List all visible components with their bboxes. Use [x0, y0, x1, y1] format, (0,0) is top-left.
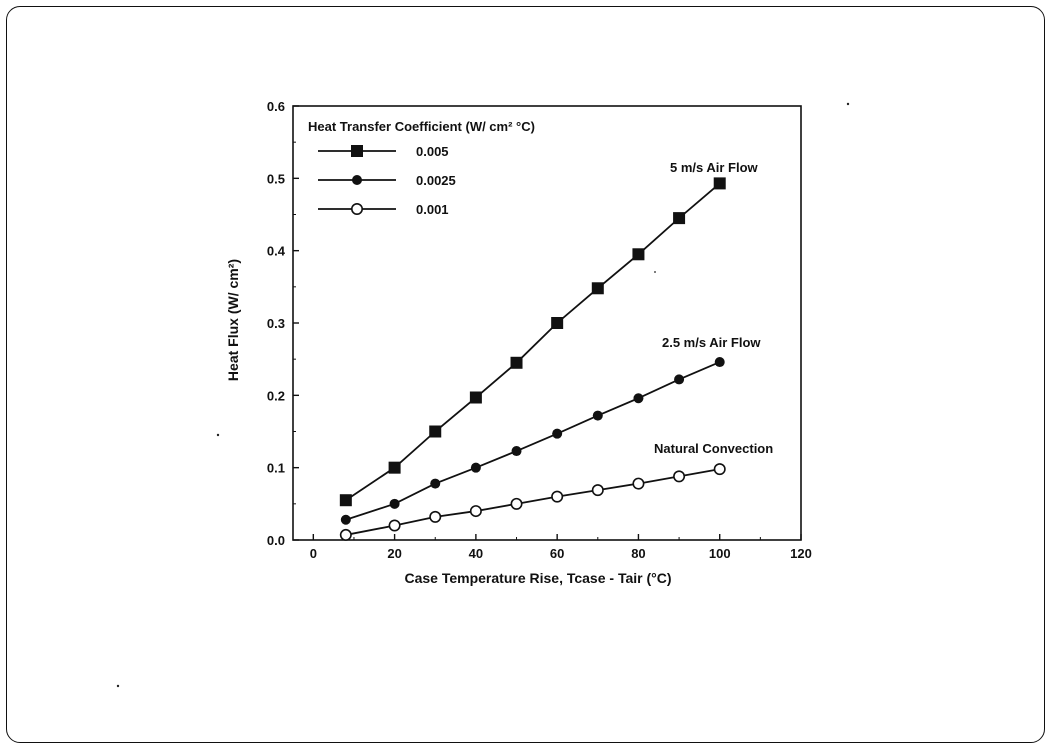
data-point	[632, 477, 645, 490]
data-point	[632, 248, 645, 261]
x-axis-label: Case Temperature Rise, Tcase - Tair (°C)	[404, 570, 671, 586]
legend-title: Heat Transfer Coefficient (W/ cm² °C)	[308, 119, 535, 134]
data-point	[510, 356, 523, 369]
y-axis-label: Heat Flux (W/ cm²)	[225, 259, 241, 381]
data-point	[714, 357, 725, 368]
y-tick-label: 0.1	[267, 461, 285, 476]
data-point	[429, 510, 442, 523]
data-point	[469, 505, 482, 518]
series-line	[345, 468, 720, 536]
x-tick-label: 80	[631, 546, 645, 561]
data-point	[340, 514, 351, 525]
x-tick-label: 100	[709, 546, 731, 561]
y-tick-label: 0.0	[267, 533, 285, 548]
ticks: 0 20 40 60 80 100 120 0.0 0.1 0.2 0.3 0.4 0.5 0.6	[267, 99, 812, 561]
data-point	[469, 391, 482, 404]
data-point	[673, 470, 686, 483]
data-point	[551, 490, 564, 503]
x-tick-label: 60	[550, 546, 564, 561]
series-2	[339, 463, 726, 541]
legend-marker	[352, 175, 362, 185]
data-point	[470, 462, 481, 473]
legend-title-text: Heat Transfer Coefficient (W/ cm² °C)	[308, 119, 535, 134]
y-tick-label: 0.2	[267, 388, 285, 403]
data-point	[713, 177, 726, 190]
data-point	[339, 494, 352, 507]
series-annotation: 2.5 m/s Air Flow	[662, 335, 761, 350]
y-tick-label: 0.3	[267, 316, 285, 331]
legend-marker	[351, 145, 363, 157]
data-point	[429, 425, 442, 438]
data-point	[430, 478, 441, 489]
speck	[216, 433, 220, 437]
y-tick-label: 0.6	[267, 99, 285, 114]
data-point	[510, 497, 523, 510]
speck	[654, 271, 656, 273]
y-tick-label: 0.5	[267, 171, 285, 186]
x-tick-label: 120	[790, 546, 812, 561]
legend: Heat Transfer Coefficient (W/ cm² °C) 0.…	[308, 119, 535, 217]
x-tick-label: 20	[387, 546, 401, 561]
series-annotation: 5 m/s Air Flow	[670, 160, 759, 175]
legend-entry-label: 0.005	[416, 144, 449, 159]
series-annotation: Natural Convection	[654, 441, 773, 456]
speck	[846, 102, 850, 106]
legend-marker	[350, 203, 363, 216]
x-tick-label: 0	[310, 546, 317, 561]
x-tick-label: 40	[469, 546, 483, 561]
data-point	[591, 282, 604, 295]
data-point	[591, 484, 604, 497]
data-point	[388, 461, 401, 474]
legend-entry-label: 0.001	[416, 202, 449, 217]
data-point	[673, 212, 686, 225]
series-line	[345, 361, 721, 521]
data-point	[713, 463, 726, 476]
legend-entry-label: 0.0025	[416, 173, 456, 188]
data-point	[592, 410, 603, 421]
data-point	[511, 446, 522, 457]
speck	[116, 684, 120, 688]
data-point	[389, 498, 400, 509]
data-point	[551, 317, 564, 329]
data-point	[633, 393, 644, 404]
series-1	[340, 357, 725, 525]
data-point	[552, 428, 563, 439]
data-point	[388, 519, 401, 532]
series-line	[345, 182, 721, 501]
series-0	[339, 177, 726, 507]
annotations: 5 m/s Air Flow 2.5 m/s Air Flow Natural Co…	[654, 160, 773, 456]
series-layer	[339, 177, 726, 541]
data-point	[339, 528, 352, 541]
data-point	[674, 374, 685, 385]
figure-frame	[6, 6, 1045, 743]
y-tick-label: 0.4	[267, 244, 286, 259]
